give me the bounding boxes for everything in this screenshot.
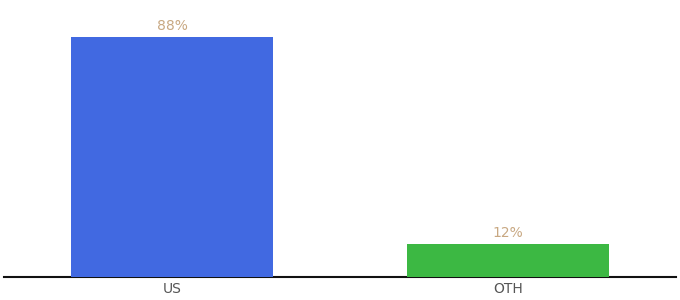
Bar [71,37,273,277]
Bar [407,244,609,277]
Text: 88%: 88% [156,19,188,33]
Text: 12%: 12% [492,226,524,240]
